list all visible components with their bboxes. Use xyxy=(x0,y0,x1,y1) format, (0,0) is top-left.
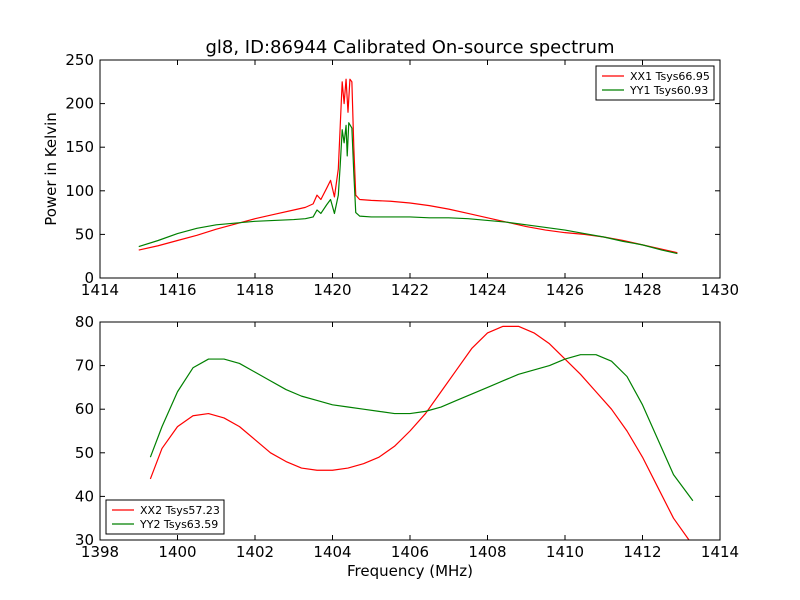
x-tick-label: 1398 xyxy=(81,543,119,561)
chart-panel-2: 1398 1400 1402 1404 1406 1408 1410 1412 1414 30 40… xyxy=(75,313,739,580)
legend-entry: YY1 Tsys60.93 xyxy=(629,84,708,97)
y-tick-label: 100 xyxy=(65,182,94,200)
x-tick-label: 1410 xyxy=(546,543,584,561)
y-axis-label: Power in Kelvin xyxy=(42,112,60,226)
x-tick-label: 1414 xyxy=(81,281,119,299)
y-tick-label: 80 xyxy=(75,313,94,331)
series-line-1 xyxy=(138,78,678,254)
x-tick-label: 1420 xyxy=(313,281,351,299)
y-tick-label: 30 xyxy=(75,531,94,549)
series-line-2 xyxy=(138,122,678,255)
legend-box xyxy=(595,65,715,101)
x-tick-label: 1402 xyxy=(236,543,274,561)
y-tick-label: 250 xyxy=(65,51,94,69)
x-tick-label: 1426 xyxy=(546,281,584,299)
series-line-1 xyxy=(149,325,690,540)
x-tick-label: 1412 xyxy=(623,543,661,561)
series-line-2 xyxy=(149,354,694,502)
legend-box xyxy=(105,499,225,535)
x-tick-label: 1414 xyxy=(701,543,739,561)
x-tick-label: 1428 xyxy=(623,281,661,299)
x-tick-label: 1416 xyxy=(158,281,196,299)
chart-title: gl8, ID:86944 Calibrated On-source spect… xyxy=(205,37,614,58)
y-tick-label: 200 xyxy=(65,95,94,113)
y-tick-label: 0 xyxy=(84,269,94,287)
x-tick-label: 1404 xyxy=(313,543,351,561)
legend-entry: YY2 Tsys63.59 xyxy=(139,518,218,531)
x-tick-label: 1422 xyxy=(391,281,429,299)
legend-entry: XX2 Tsys57.23 xyxy=(140,504,220,517)
y-tick-label: 50 xyxy=(75,444,94,462)
chart-panels: 1414 1416 1418 1420 1422 1424 1426 1428 14300501… xyxy=(42,37,739,580)
y-tick-label: 60 xyxy=(75,400,94,418)
x-tick-label: 1400 xyxy=(158,543,196,561)
x-tick-label: 1418 xyxy=(236,281,274,299)
chart-panel-1: 1414 1416 1418 1420 1422 1424 1426 1428 1430 0 50 1… xyxy=(42,37,739,299)
x-tick-label: 1406 xyxy=(391,543,429,561)
y-tick-label: 70 xyxy=(75,357,94,375)
y-tick-label: 50 xyxy=(75,225,94,243)
x-tick-label: 1424 xyxy=(468,281,506,299)
legend-entry: XX1 Tsys66.95 xyxy=(630,70,710,83)
x-axis-label: Frequency (MHz) xyxy=(347,562,473,580)
x-tick-label: 1408 xyxy=(468,543,506,561)
x-tick-label: 1430 xyxy=(701,281,739,299)
y-tick-label: 40 xyxy=(75,487,94,505)
y-tick-label: 150 xyxy=(65,138,94,156)
